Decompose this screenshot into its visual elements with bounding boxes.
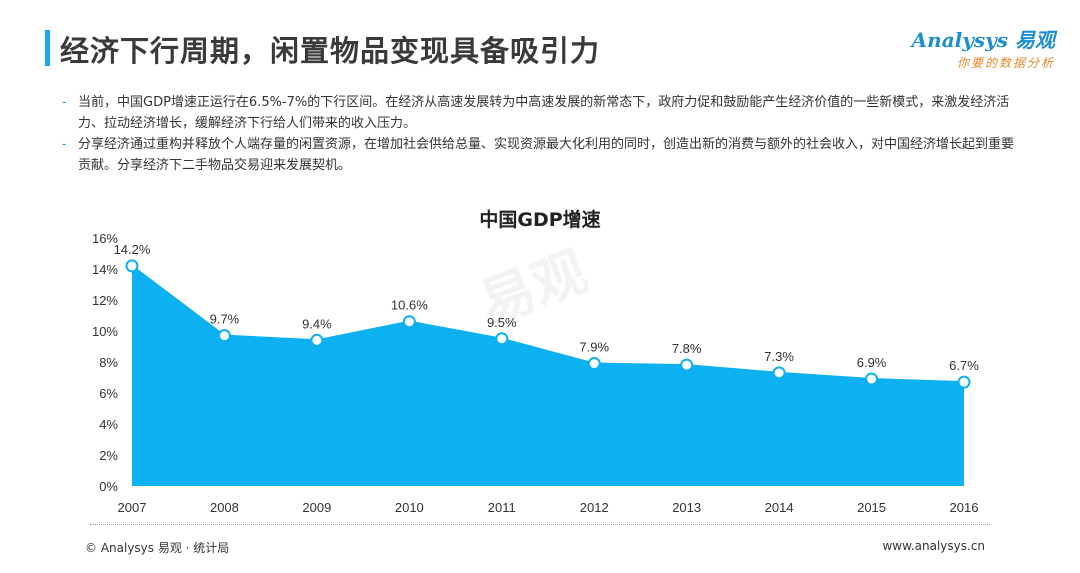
x-tick-label: 2007 xyxy=(118,500,147,515)
y-tick-label: 16% xyxy=(92,231,118,246)
data-point xyxy=(587,357,601,371)
bullet-item: - 分享经济通过重构并释放个人端存量的闲置资源，在增加社会供给总量、实现资源最大… xyxy=(62,134,1017,176)
data-point xyxy=(125,259,139,273)
chart-title: 中国GDP增速 xyxy=(479,209,601,231)
x-tick-label: 2009 xyxy=(302,500,331,515)
website-link[interactable]: www.analysys.cn xyxy=(882,539,985,553)
bullet-list: - 当前，中国GDP增速正运行在6.5%-7%的下行区间。在经济从高速发展转为中… xyxy=(62,92,1017,176)
data-point xyxy=(217,329,231,343)
bullet-marker: - xyxy=(62,137,67,152)
x-tick-label: 2011 xyxy=(488,500,516,515)
y-tick-label: 8% xyxy=(99,355,118,370)
data-label: 7.8% xyxy=(672,341,702,356)
gdp-area xyxy=(132,265,964,486)
footer-divider xyxy=(90,524,990,525)
x-tick-label: 2008 xyxy=(210,500,239,515)
data-point xyxy=(680,358,694,372)
title-accent-bar xyxy=(45,30,50,66)
data-point xyxy=(865,372,879,386)
logo-text: Analysys 易观 xyxy=(911,28,1055,52)
x-tick-label: 2013 xyxy=(672,500,701,515)
x-tick-label: 2014 xyxy=(765,500,794,515)
data-label: 7.3% xyxy=(764,349,794,364)
analysys-logo: Analysys 易观 你要的数据分析 xyxy=(912,24,1055,71)
bullet-marker: - xyxy=(62,95,67,110)
data-point xyxy=(495,332,509,346)
data-label: 9.7% xyxy=(210,312,240,327)
y-tick-label: 10% xyxy=(92,324,118,339)
data-label: 6.9% xyxy=(857,355,887,370)
page-title: 经济下行周期，闲置物品变现具备吸引力 xyxy=(60,34,601,68)
logo-tagline: 你要的数据分析 xyxy=(956,56,1055,70)
data-point xyxy=(402,315,416,329)
data-label: 10.6% xyxy=(391,298,428,313)
bullet-text: 当前，中国GDP增速正运行在6.5%-7%的下行区间。在经济从高速发展转为中高速… xyxy=(78,95,1010,131)
x-tick-label: 2012 xyxy=(580,500,609,515)
data-point xyxy=(957,375,971,389)
data-label: 14.2% xyxy=(114,242,151,257)
x-tick-label: 2010 xyxy=(395,500,424,515)
gdp-line xyxy=(131,265,965,384)
y-tick-label: 4% xyxy=(99,417,118,432)
data-point xyxy=(310,333,324,347)
source-note: © Analysys 易观 · 统计局 xyxy=(85,541,230,555)
data-label: 9.4% xyxy=(302,316,332,331)
y-tick-label: 6% xyxy=(99,386,118,401)
data-label: 9.5% xyxy=(487,315,517,330)
y-tick-label: 14% xyxy=(92,262,118,277)
x-tick-label: 2015 xyxy=(857,500,886,515)
data-point xyxy=(772,366,786,380)
bullet-item: - 当前，中国GDP增速正运行在6.5%-7%的下行区间。在经济从高速发展转为中… xyxy=(62,92,1017,134)
data-label: 6.7% xyxy=(949,358,979,373)
y-tick-label: 2% xyxy=(99,448,118,463)
bullet-text: 分享经济通过重构并释放个人端存量的闲置资源，在增加社会供给总量、实现资源最大化利… xyxy=(78,137,1015,173)
data-label: 7.9% xyxy=(579,340,609,355)
y-tick-label: 12% xyxy=(92,293,118,308)
x-tick-label: 2016 xyxy=(950,500,979,515)
y-tick-label: 0% xyxy=(99,479,118,494)
